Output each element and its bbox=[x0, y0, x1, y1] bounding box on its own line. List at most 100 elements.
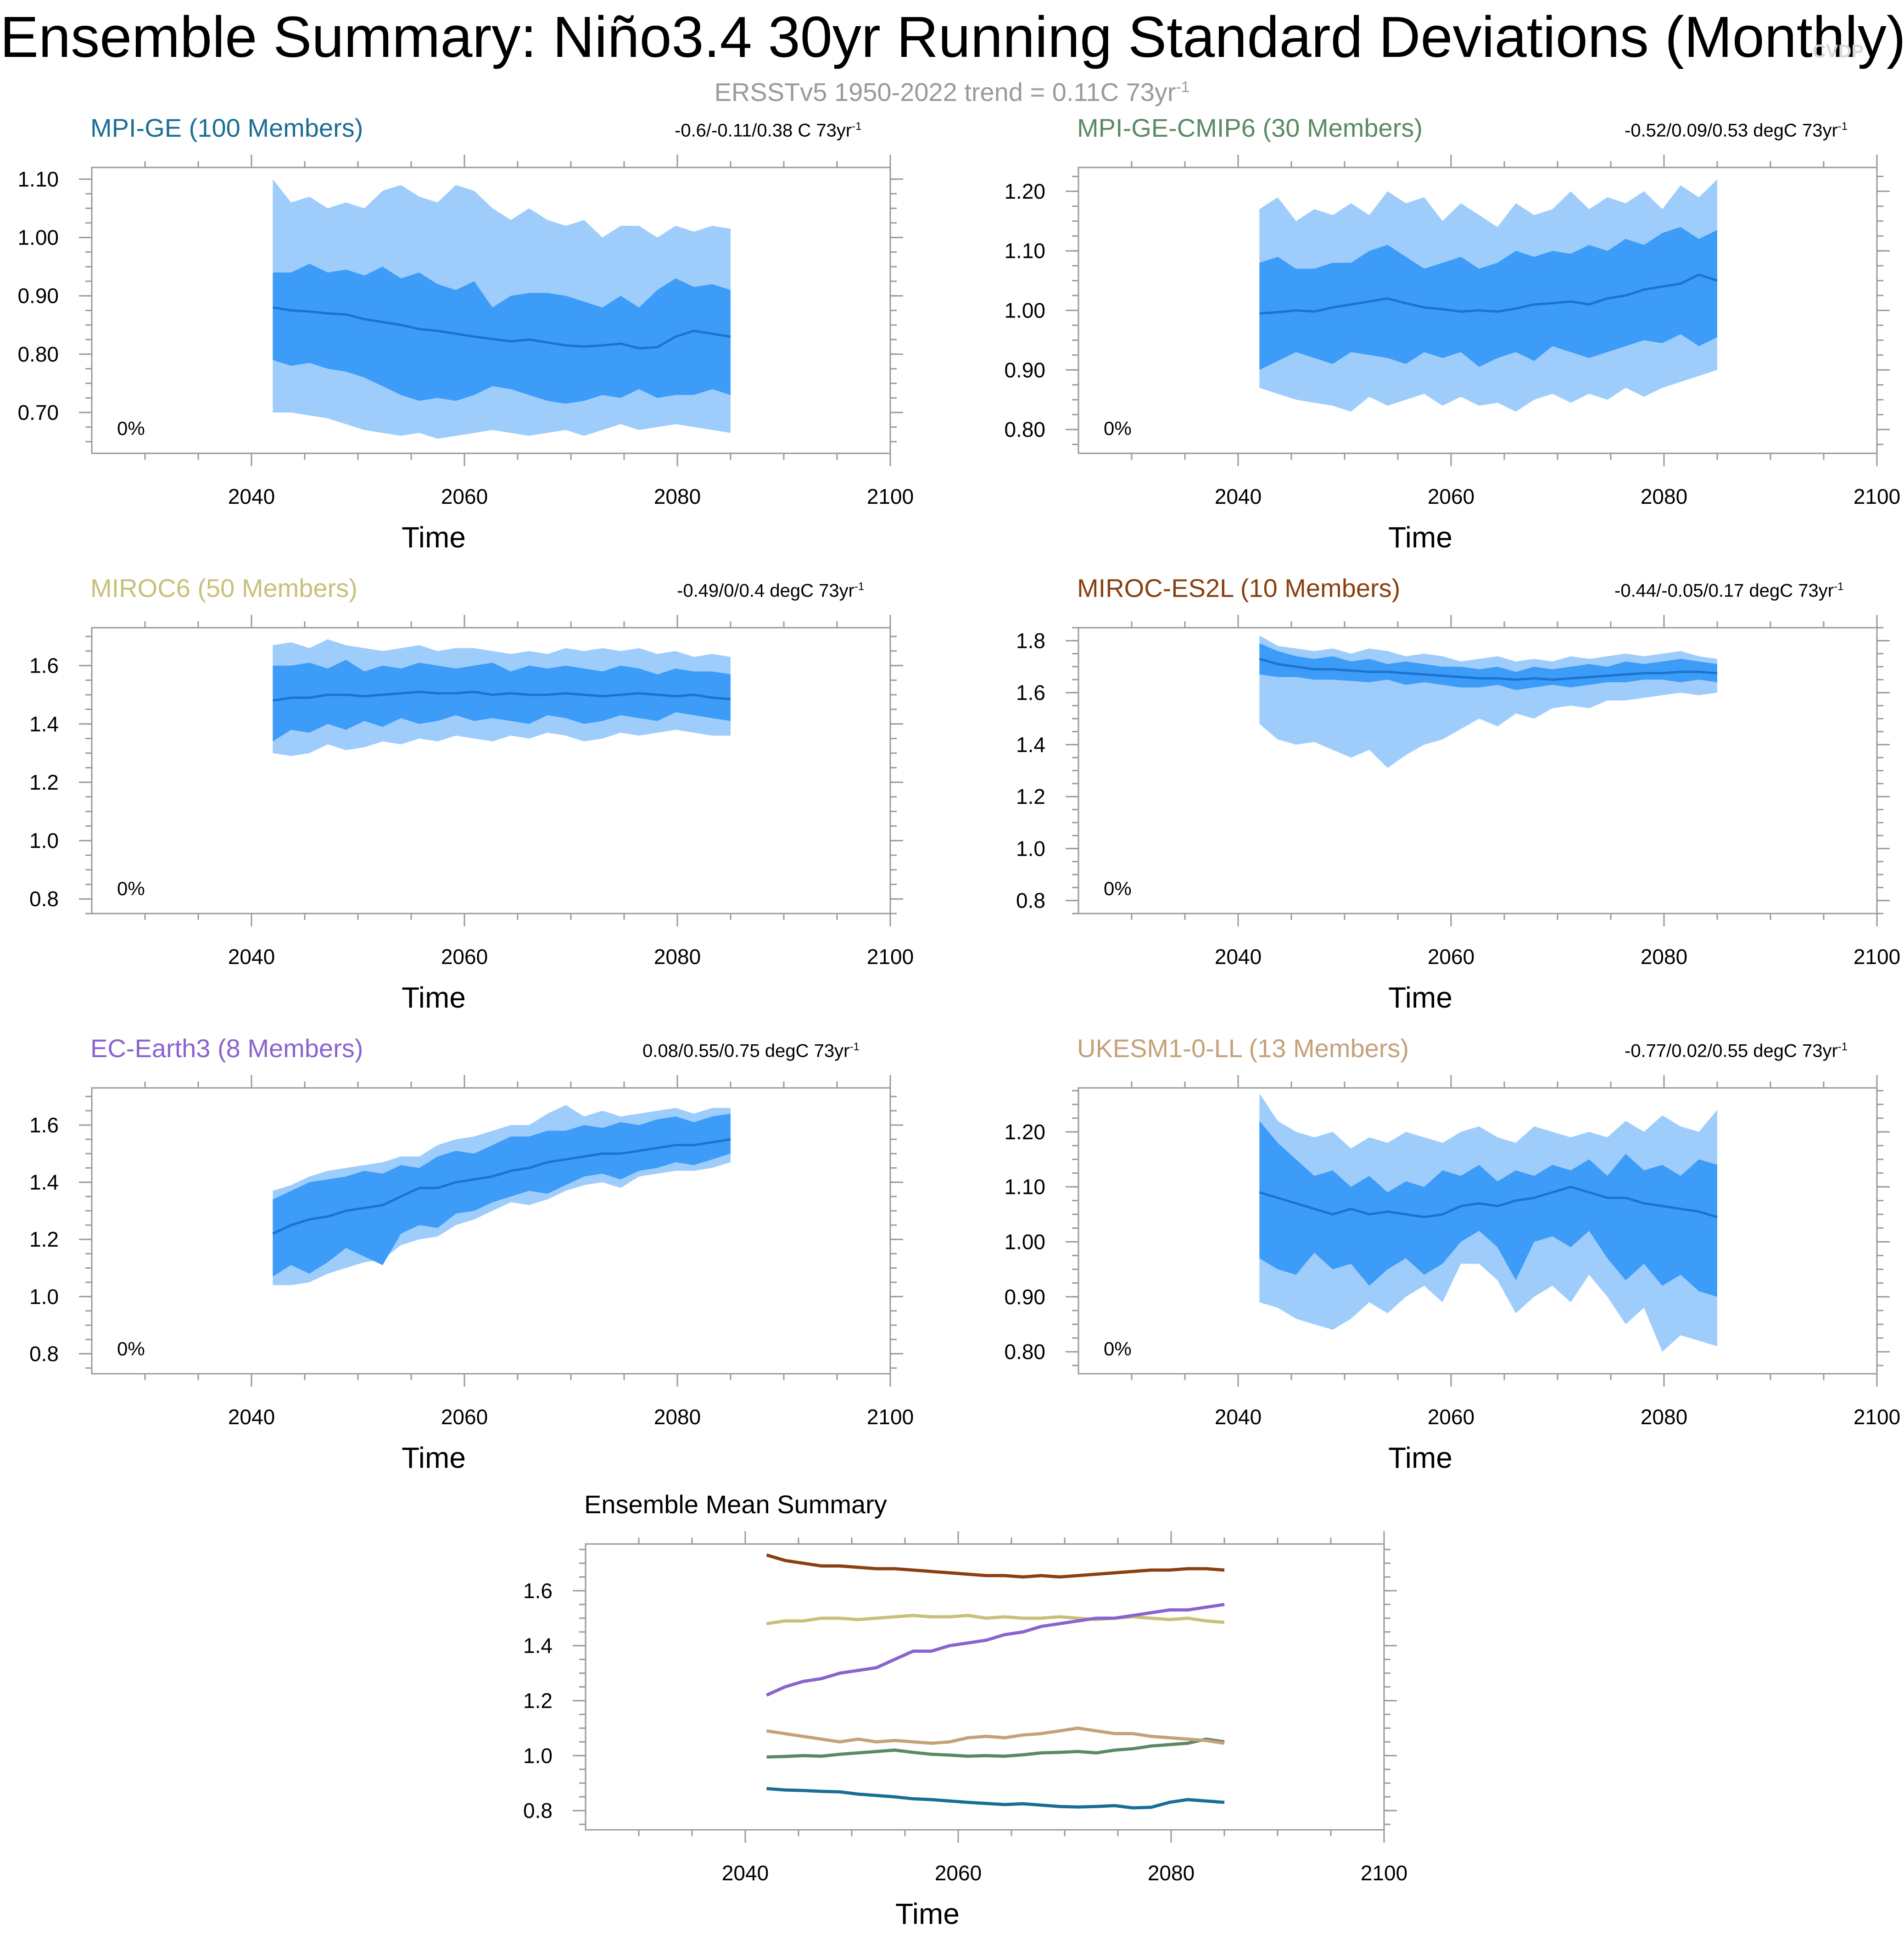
y-tick-label: 0.90 bbox=[1004, 358, 1045, 382]
x-tick-label: 2040 bbox=[722, 1861, 769, 1885]
y-tick-label: 1.6 bbox=[1016, 681, 1045, 705]
y-tick-label: 1.2 bbox=[29, 770, 59, 794]
y-tick-label: 0.8 bbox=[1016, 889, 1045, 913]
watermark: CVDP bbox=[1813, 41, 1864, 61]
y-tick-label: 1.10 bbox=[1004, 1175, 1045, 1199]
trend-sup: -1 bbox=[1834, 580, 1844, 593]
x-tick-label: 2060 bbox=[441, 945, 488, 969]
trend-text: 0.08/0.55/0.75 degC 73yr-1 bbox=[642, 1041, 860, 1061]
inner-band bbox=[1259, 643, 1717, 690]
subtitle: ERSSTv5 1950-2022 trend = 0.11C 73yr-1 bbox=[0, 77, 1904, 107]
trend-value: -0.77/0.02/0.55 degC 73yr bbox=[1625, 1041, 1838, 1061]
x-tick-label: 2080 bbox=[654, 1405, 701, 1429]
x-tick-label: 2040 bbox=[1215, 945, 1262, 969]
y-tick-label: 1.00 bbox=[17, 226, 59, 250]
page-title: Ensemble Summary: Niño3.4 30yr Running S… bbox=[0, 5, 1904, 69]
y-tick-label: 1.20 bbox=[1004, 179, 1045, 203]
inner-band bbox=[1259, 1120, 1717, 1297]
chart-miroc6: 2040 2060 2080 2100 0.8 1.0 1.2 1.4 1.6 Time 0% bbox=[29, 615, 914, 1014]
trend-text: -0.77/0.02/0.55 degC 73yr-1 bbox=[1625, 1041, 1848, 1061]
x-axis-label: Time bbox=[402, 981, 466, 1014]
x-axis-label: Time bbox=[1388, 981, 1452, 1014]
panel-mpi-ge: MPI-GE (100 Members) -0.6/-0.11/0.38 C 7… bbox=[0, 110, 952, 569]
panel-title: EC-Earth3 (8 Members) bbox=[90, 1034, 363, 1063]
y-tick-label: 1.2 bbox=[523, 1689, 553, 1712]
trend-sup: -1 bbox=[849, 1041, 860, 1053]
x-tick-label: 2060 bbox=[441, 485, 488, 508]
y-tick-label: 1.0 bbox=[1016, 836, 1045, 860]
y-tick-label: 0.8 bbox=[29, 1342, 59, 1365]
x-tick-label: 2080 bbox=[654, 485, 701, 508]
outer-band bbox=[1259, 635, 1717, 768]
y-tick-label: 1.0 bbox=[29, 1285, 59, 1309]
panel-title: UKESM1-0-LL (13 Members) bbox=[1077, 1034, 1409, 1063]
trend-text: -0.52/0.09/0.53 degC 73yr-1 bbox=[1625, 120, 1848, 141]
y-tick-label: 1.6 bbox=[29, 654, 59, 678]
summary-line-miroc-es2l bbox=[766, 1553, 1225, 1579]
x-tick-label: 2080 bbox=[1641, 945, 1687, 969]
y-tick-label: 0.8 bbox=[523, 1799, 553, 1822]
plot-frame bbox=[91, 627, 891, 914]
panel-ensemble-mean-summary: Ensemble Mean Summary 2040 2060 2080 2100 0.… bbox=[494, 1487, 1446, 1945]
y-tick-label: 1.8 bbox=[1016, 629, 1045, 652]
x-axis-label: Time bbox=[402, 1441, 466, 1474]
inner-band bbox=[273, 263, 731, 404]
panel-miroc-es2l: MIROC-ES2L (10 Members) -0.44/-0.05/0.17… bbox=[987, 570, 1904, 1029]
x-tick-label: 2100 bbox=[1854, 1405, 1900, 1429]
percent-label: 0% bbox=[1104, 1338, 1132, 1360]
y-tick-label: 1.20 bbox=[1004, 1120, 1045, 1144]
chart-ec-earth3: 2040 2060 2080 2100 0.8 1.0 1.2 1.4 1.6 Time 0% bbox=[29, 1075, 914, 1474]
trend-text: -0.6/-0.11/0.38 C 73yr-1 bbox=[675, 120, 861, 141]
panel-miroc6: MIROC6 (50 Members) -0.49/0/0.4 degC 73y… bbox=[0, 570, 952, 1029]
x-tick-label: 2100 bbox=[867, 945, 914, 969]
x-tick-label: 2100 bbox=[1854, 945, 1900, 969]
ensemble-mean-line bbox=[1259, 1186, 1718, 1219]
trend-value: -0.6/-0.11/0.38 C 73yr bbox=[675, 120, 852, 141]
summary-line-ukesm1-0-ll bbox=[766, 1726, 1225, 1745]
panel-title: Ensemble Mean Summary bbox=[584, 1490, 887, 1519]
y-tick-label: 1.10 bbox=[1004, 239, 1045, 263]
y-tick-label: 1.0 bbox=[29, 829, 59, 853]
x-tick-label: 2080 bbox=[654, 945, 701, 969]
x-tick-label: 2060 bbox=[1428, 485, 1474, 508]
x-tick-label: 2060 bbox=[1428, 1405, 1474, 1429]
y-tick-label: 1.00 bbox=[1004, 299, 1045, 323]
chart-ukesm1-0-ll: 2040 2060 2080 2100 0.80 0.90 1.00 1.10 1.20 Time… bbox=[1004, 1075, 1900, 1474]
summary-line-ec-earth3 bbox=[765, 1603, 1225, 1697]
inner-band bbox=[273, 659, 731, 741]
x-tick-label: 2060 bbox=[441, 1405, 488, 1429]
trend-text: -0.49/0/0.4 degC 73yr-1 bbox=[677, 580, 864, 601]
percent-label: 0% bbox=[1104, 878, 1132, 899]
trend-sup: -1 bbox=[1837, 1041, 1848, 1053]
percent-label: 0% bbox=[117, 1338, 145, 1360]
x-tick-label: 2040 bbox=[228, 485, 275, 508]
panel-mpi-ge-cmip6: MPI-GE-CMIP6 (30 Members) -0.52/0.09/0.5… bbox=[987, 110, 1904, 569]
chart-ensemble-mean-summary: 2040 2060 2080 2100 0.8 1.0 1.2 1.4 1.6 Time bbox=[523, 1531, 1407, 1930]
trend-sup: -1 bbox=[854, 580, 865, 593]
y-tick-label: 1.6 bbox=[29, 1113, 59, 1137]
y-tick-label: 1.4 bbox=[29, 712, 59, 736]
x-tick-label: 2080 bbox=[1641, 1405, 1687, 1429]
summary-line-mpi-ge-cmip6 bbox=[766, 1737, 1225, 1759]
x-axis-label: Time bbox=[402, 521, 466, 554]
panel-title: MIROC-ES2L (10 Members) bbox=[1077, 574, 1401, 602]
subtitle-text: ERSSTv5 1950-2022 trend = 0.11C 73yr bbox=[714, 78, 1176, 106]
y-tick-label: 1.2 bbox=[29, 1227, 59, 1251]
x-tick-label: 2100 bbox=[1361, 1861, 1407, 1885]
percent-label: 0% bbox=[1104, 418, 1132, 439]
y-tick-label: 1.00 bbox=[1004, 1230, 1045, 1254]
percent-label: 0% bbox=[117, 878, 145, 899]
panel-title: MPI-GE (100 Members) bbox=[90, 113, 363, 142]
y-tick-label: 1.6 bbox=[523, 1579, 553, 1603]
ensemble-mean-line bbox=[1259, 273, 1718, 315]
chart-mpi-ge: 2040 2060 2080 2100 0.70 0.80 0.90 1.00 1.10 Time… bbox=[17, 155, 914, 554]
trend-value: -0.52/0.09/0.53 degC 73yr bbox=[1625, 120, 1838, 141]
plot-frame bbox=[1078, 1087, 1878, 1375]
x-axis-label: Time bbox=[1388, 1441, 1452, 1474]
ensemble-mean-line bbox=[1259, 658, 1718, 681]
x-axis-label: Time bbox=[1388, 521, 1452, 554]
percent-label: 0% bbox=[117, 418, 145, 439]
inner-band bbox=[1259, 227, 1717, 370]
trend-sup: -1 bbox=[1837, 120, 1848, 133]
x-tick-label: 2040 bbox=[1215, 485, 1262, 508]
